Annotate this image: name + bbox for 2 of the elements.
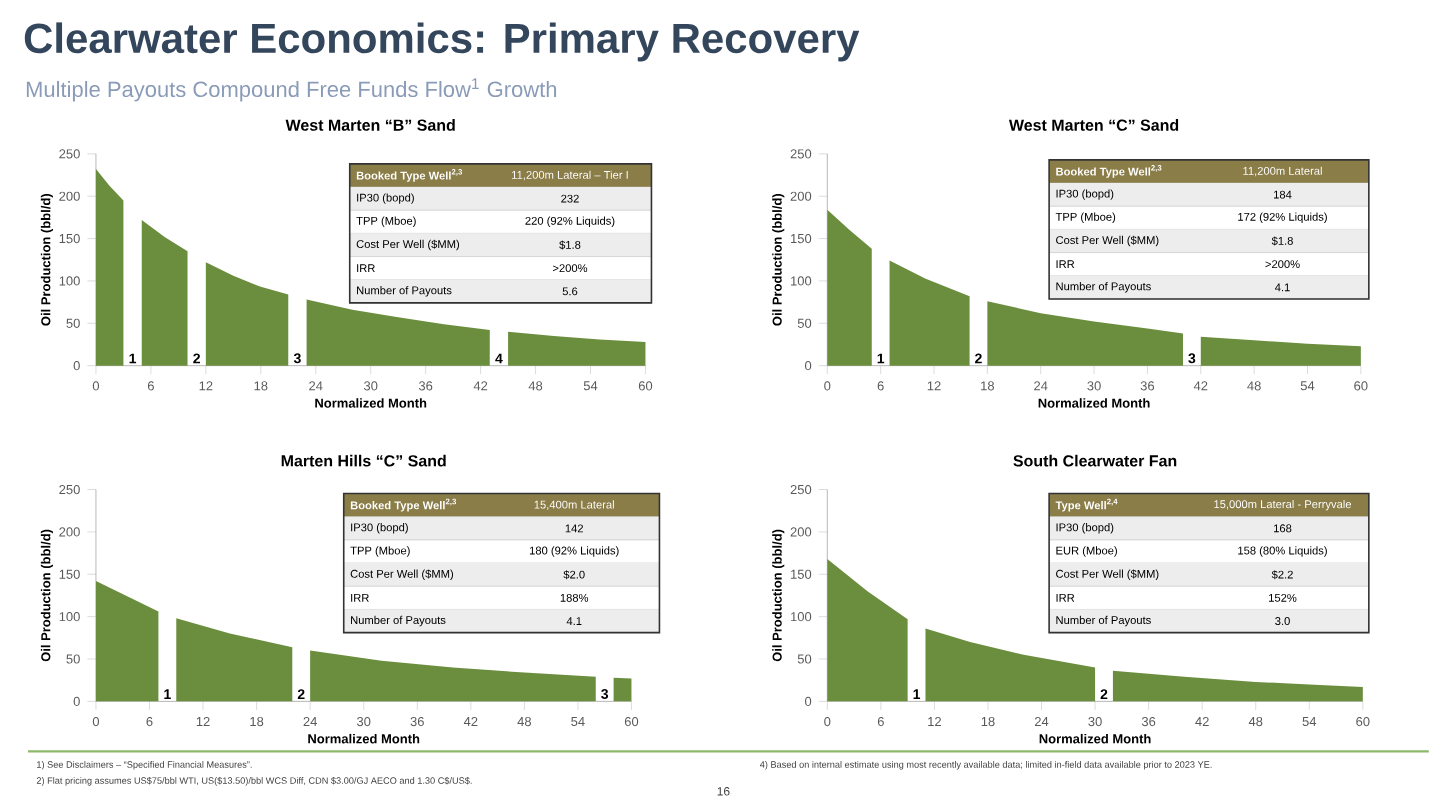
text: Multiple Payouts Compound Free Funds Flow$^{1}$ Growth xyxy=(26,78,557,102)
text: Clearwater Economics: Primary Recovery xyxy=(24,22,860,62)
